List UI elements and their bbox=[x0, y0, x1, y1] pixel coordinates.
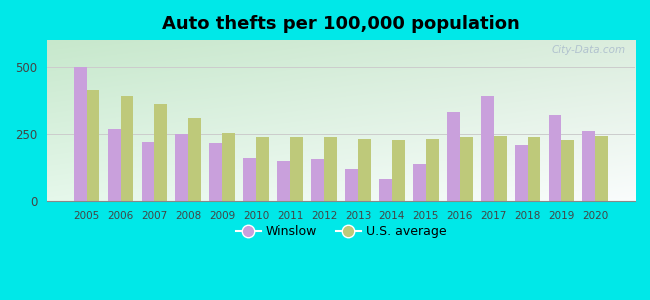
Bar bbox=[426, 139, 439, 201]
Title: Auto thefts per 100,000 population: Auto thefts per 100,000 population bbox=[162, 15, 520, 33]
Bar bbox=[176, 134, 188, 201]
Bar bbox=[142, 142, 155, 201]
Bar bbox=[86, 90, 99, 201]
Bar bbox=[358, 139, 371, 201]
Bar bbox=[582, 131, 595, 201]
Bar bbox=[311, 159, 324, 201]
Bar bbox=[290, 136, 303, 201]
Bar bbox=[73, 67, 86, 201]
Bar bbox=[243, 158, 256, 201]
Bar bbox=[595, 136, 608, 201]
Text: City-Data.com: City-Data.com bbox=[552, 45, 626, 55]
Bar bbox=[528, 137, 540, 201]
Bar bbox=[256, 136, 269, 201]
Bar bbox=[460, 137, 473, 201]
Bar bbox=[277, 161, 290, 201]
Bar bbox=[108, 129, 120, 201]
Bar bbox=[549, 115, 562, 201]
Bar bbox=[392, 140, 405, 201]
Bar bbox=[222, 133, 235, 201]
Bar bbox=[120, 96, 133, 201]
Bar bbox=[515, 145, 528, 201]
Bar bbox=[493, 136, 506, 201]
Bar bbox=[188, 118, 202, 201]
Bar bbox=[155, 104, 167, 201]
Bar bbox=[324, 136, 337, 201]
Bar bbox=[562, 140, 575, 201]
Bar bbox=[379, 179, 392, 201]
Bar bbox=[481, 96, 493, 201]
Bar bbox=[209, 143, 222, 201]
Bar bbox=[447, 112, 460, 201]
Bar bbox=[413, 164, 426, 201]
Legend: Winslow, U.S. average: Winslow, U.S. average bbox=[231, 220, 451, 243]
Bar bbox=[345, 169, 358, 201]
